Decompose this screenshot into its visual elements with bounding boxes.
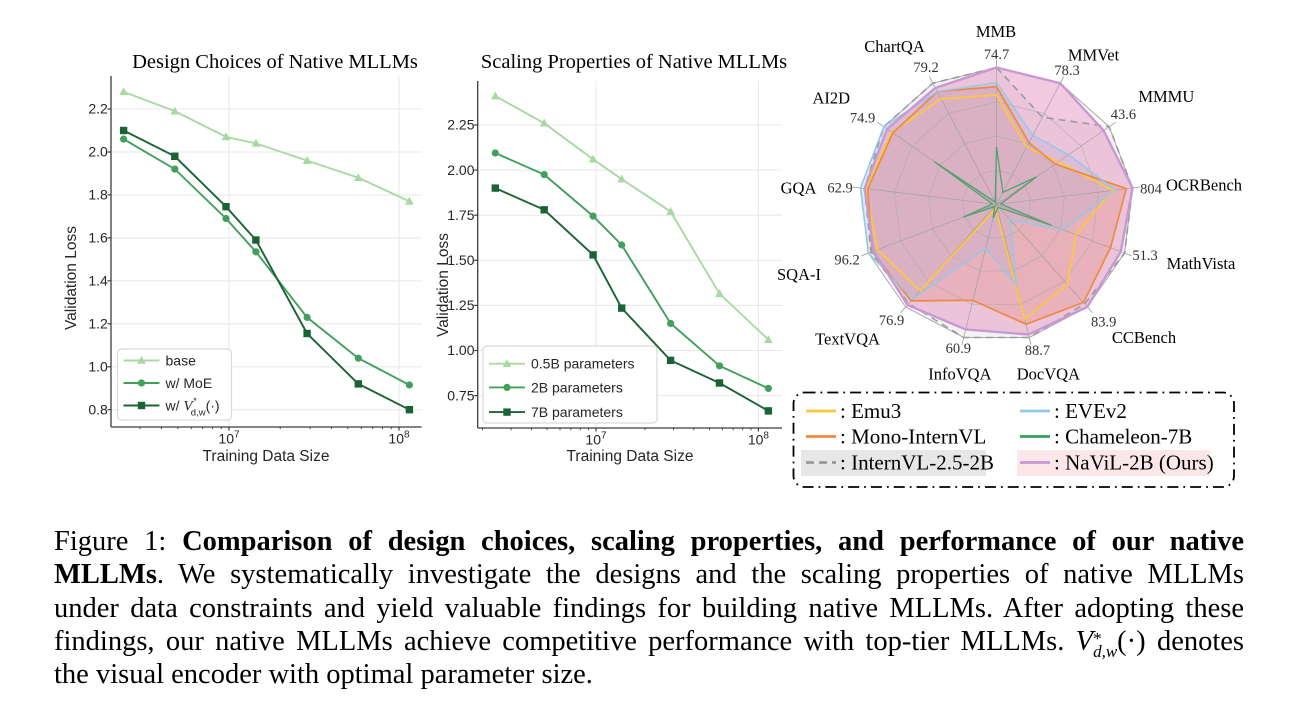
- svg-text:76.9: 76.9: [879, 313, 904, 329]
- svg-text:2.25: 2.25: [447, 117, 474, 133]
- svg-text:1.00: 1.00: [447, 342, 474, 358]
- svg-text:AI2D: AI2D: [813, 89, 851, 108]
- svg-text:60.9: 60.9: [946, 341, 971, 357]
- svg-text:w/ MoE: w/ MoE: [165, 375, 213, 391]
- svg-text:83.9: 83.9: [1091, 314, 1116, 330]
- svg-text:DocVQA: DocVQA: [1017, 364, 1080, 383]
- svg-text:0.8: 0.8: [88, 401, 108, 417]
- svg-text:0.75: 0.75: [447, 387, 474, 403]
- svg-text:: Emu3: : Emu3: [840, 399, 901, 423]
- svg-text:2.2: 2.2: [88, 101, 108, 117]
- svg-text:Design Choices of Native MLLMs: Design Choices of Native MLLMs: [132, 51, 418, 73]
- svg-text:1.75: 1.75: [447, 207, 474, 223]
- svg-text:1.25: 1.25: [447, 297, 474, 313]
- svg-text:78.3: 78.3: [1054, 63, 1079, 79]
- svg-text:1.50: 1.50: [447, 252, 474, 268]
- svg-text:88.7: 88.7: [1025, 343, 1050, 359]
- svg-text:CCBench: CCBench: [1112, 328, 1177, 347]
- svg-text:2B parameters: 2B parameters: [531, 379, 623, 395]
- svg-text:: EVEv2: : EVEv2: [1054, 399, 1127, 423]
- svg-text:: InternVL-2.5-2B: : InternVL-2.5-2B: [840, 451, 994, 475]
- svg-text:43.6: 43.6: [1111, 107, 1136, 123]
- svg-text:Validation Loss: Validation Loss: [63, 226, 80, 330]
- svg-text:1.2: 1.2: [88, 316, 108, 332]
- svg-text:GQA: GQA: [781, 178, 817, 197]
- svg-text:ChartQA: ChartQA: [864, 37, 925, 56]
- svg-text:51.3: 51.3: [1132, 248, 1157, 264]
- svg-text:1.4: 1.4: [88, 273, 108, 289]
- svg-text:1.0: 1.0: [88, 359, 108, 375]
- svg-text:MathVista: MathVista: [1167, 254, 1236, 273]
- svg-text:TextVQA: TextVQA: [815, 329, 880, 348]
- svg-text:: Chameleon-7B: : Chameleon-7B: [1054, 425, 1192, 449]
- svg-text:SQA-I: SQA-I: [777, 265, 821, 284]
- svg-text:OCRBench: OCRBench: [1166, 176, 1243, 195]
- svg-text:1.6: 1.6: [88, 230, 108, 246]
- svg-text:74.9: 74.9: [850, 110, 875, 126]
- svg-text:w/ V*d,w(·): w/ V* d,w(·): [165, 396, 220, 419]
- svg-text:1.8: 1.8: [88, 187, 108, 203]
- svg-text:Training Data Size: Training Data Size: [567, 448, 694, 465]
- svg-text:2.00: 2.00: [447, 162, 474, 178]
- svg-text:MMB: MMB: [976, 22, 1016, 41]
- svg-text:7B parameters: 7B parameters: [531, 404, 623, 420]
- svg-text:62.9: 62.9: [827, 181, 852, 197]
- svg-text:Training Data Size: Training Data Size: [203, 448, 330, 465]
- svg-text:96.2: 96.2: [834, 253, 859, 269]
- svg-text:MMMU: MMMU: [1138, 87, 1194, 106]
- svg-text:74.7: 74.7: [984, 47, 1009, 63]
- svg-text:Scaling Properties of Native M: Scaling Properties of Native MLLMs: [481, 51, 787, 73]
- svg-text:Validation Loss: Validation Loss: [435, 233, 452, 337]
- svg-text:: NaViL-2B (Ours): : NaViL-2B (Ours): [1054, 451, 1214, 475]
- svg-text:0.5B parameters: 0.5B parameters: [531, 356, 635, 372]
- svg-text:base: base: [166, 353, 197, 369]
- svg-text:2.0: 2.0: [88, 144, 108, 160]
- svg-text:804: 804: [1140, 181, 1163, 197]
- svg-text:MMVet: MMVet: [1068, 46, 1120, 65]
- svg-text:InfoVQA: InfoVQA: [928, 364, 991, 383]
- svg-text:79.2: 79.2: [913, 60, 938, 76]
- svg-text:: Mono-InternVL: : Mono-InternVL: [840, 425, 986, 449]
